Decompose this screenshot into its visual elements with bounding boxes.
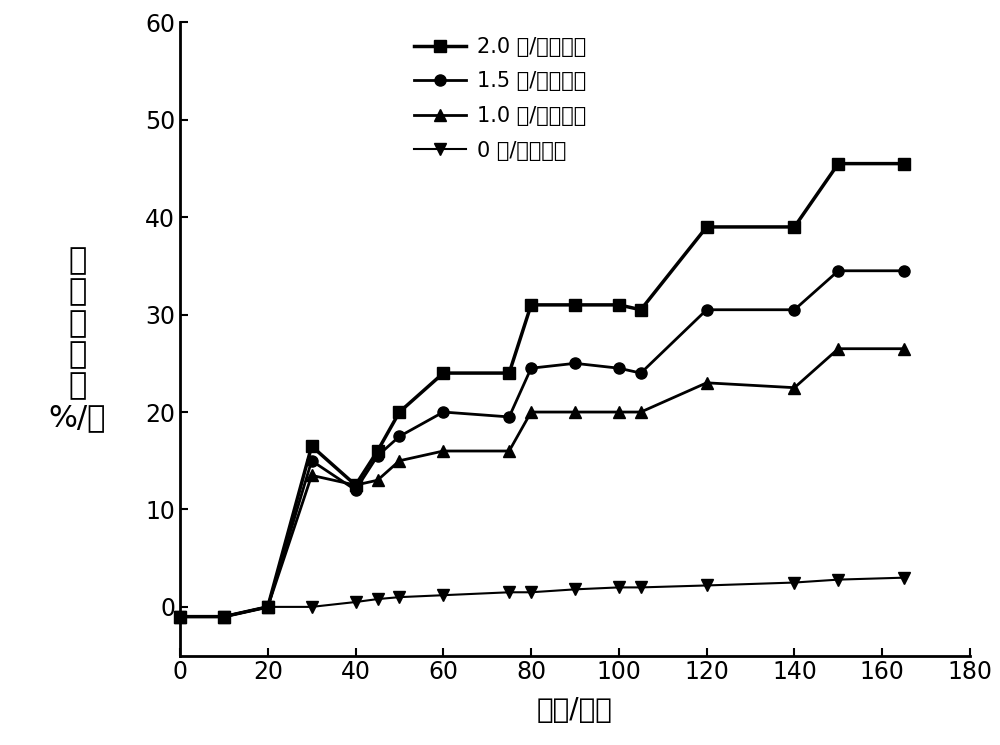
1.0 瓦/平方厘米 (372, 476, 384, 485)
1.5 瓦/平方厘米 (525, 364, 537, 372)
0 瓦/平方厘米 (218, 612, 230, 621)
2.0 瓦/平方厘米 (503, 369, 515, 378)
1.0 瓦/平方厘米 (393, 456, 405, 465)
2.0 瓦/平方厘米 (569, 300, 581, 309)
2.0 瓦/平方厘米 (437, 369, 449, 378)
2.0 瓦/平方厘米 (832, 159, 844, 168)
1.5 瓦/平方厘米 (262, 603, 274, 612)
1.0 瓦/平方厘米 (503, 446, 515, 455)
2.0 瓦/平方厘米 (898, 159, 910, 168)
1.0 瓦/平方厘米 (701, 378, 713, 387)
0 瓦/平方厘米 (174, 612, 186, 621)
1.5 瓦/平方厘米 (503, 413, 515, 422)
0 瓦/平方厘米 (437, 591, 449, 600)
1.5 瓦/平方厘米 (372, 451, 384, 460)
1.0 瓦/平方厘米 (569, 408, 581, 416)
2.0 瓦/平方厘米 (262, 603, 274, 612)
1.5 瓦/平方厘米 (701, 305, 713, 314)
0 瓦/平方厘米 (503, 588, 515, 597)
1.0 瓦/平方厘米 (262, 603, 274, 612)
0 瓦/平方厘米 (832, 575, 844, 584)
Line: 1.0 瓦/平方厘米: 1.0 瓦/平方厘米 (174, 343, 910, 622)
1.0 瓦/平方厘米 (788, 383, 800, 392)
1.0 瓦/平方厘米 (613, 408, 625, 416)
X-axis label: 时间/分钟: 时间/分钟 (537, 696, 613, 723)
2.0 瓦/平方厘米 (701, 223, 713, 232)
2.0 瓦/平方厘米 (218, 612, 230, 621)
0 瓦/平方厘米 (788, 578, 800, 587)
0 瓦/平方厘米 (898, 573, 910, 582)
1.5 瓦/平方厘米 (437, 408, 449, 416)
0 瓦/平方厘米 (393, 593, 405, 602)
2.0 瓦/平方厘米 (788, 223, 800, 232)
Line: 1.5 瓦/平方厘米: 1.5 瓦/平方厘米 (174, 265, 910, 622)
1.5 瓦/平方厘米 (306, 456, 318, 465)
2.0 瓦/平方厘米 (306, 442, 318, 451)
1.0 瓦/平方厘米 (306, 471, 318, 480)
1.0 瓦/平方厘米 (898, 344, 910, 353)
1.0 瓦/平方厘米 (525, 408, 537, 416)
2.0 瓦/平方厘米 (635, 305, 647, 314)
2.0 瓦/平方厘米 (350, 481, 362, 489)
1.5 瓦/平方厘米 (898, 266, 910, 275)
1.0 瓦/平方厘米 (218, 612, 230, 621)
Text: 药
物
释
效
率
%/率: 药 物 释 效 率 %/率 (49, 247, 106, 431)
1.0 瓦/平方厘米 (635, 408, 647, 416)
0 瓦/平方厘米 (701, 581, 713, 590)
1.5 瓦/平方厘米 (788, 305, 800, 314)
1.0 瓦/平方厘米 (174, 612, 186, 621)
1.5 瓦/平方厘米 (174, 612, 186, 621)
2.0 瓦/平方厘米 (372, 446, 384, 455)
1.5 瓦/平方厘米 (635, 369, 647, 378)
0 瓦/平方厘米 (635, 583, 647, 592)
Line: 2.0 瓦/平方厘米: 2.0 瓦/平方厘米 (174, 158, 910, 622)
2.0 瓦/平方厘米 (393, 408, 405, 416)
0 瓦/平方厘米 (262, 603, 274, 612)
1.5 瓦/平方厘米 (832, 266, 844, 275)
2.0 瓦/平方厘米 (525, 300, 537, 309)
Legend: 2.0 瓦/平方厘米, 1.5 瓦/平方厘米, 1.0 瓦/平方厘米, 0 瓦/平方厘米: 2.0 瓦/平方厘米, 1.5 瓦/平方厘米, 1.0 瓦/平方厘米, 0 瓦/… (404, 26, 596, 171)
2.0 瓦/平方厘米 (613, 300, 625, 309)
0 瓦/平方厘米 (306, 603, 318, 612)
Line: 0 瓦/平方厘米: 0 瓦/平方厘米 (174, 572, 910, 622)
1.0 瓦/平方厘米 (437, 446, 449, 455)
1.5 瓦/平方厘米 (569, 359, 581, 368)
1.0 瓦/平方厘米 (832, 344, 844, 353)
1.5 瓦/平方厘米 (393, 432, 405, 441)
2.0 瓦/平方厘米 (174, 612, 186, 621)
0 瓦/平方厘米 (372, 595, 384, 603)
0 瓦/平方厘米 (613, 583, 625, 592)
1.5 瓦/平方厘米 (350, 486, 362, 495)
1.5 瓦/平方厘米 (613, 364, 625, 372)
0 瓦/平方厘米 (569, 585, 581, 594)
1.5 瓦/平方厘米 (218, 612, 230, 621)
0 瓦/平方厘米 (525, 588, 537, 597)
1.0 瓦/平方厘米 (350, 481, 362, 489)
0 瓦/平方厘米 (350, 597, 362, 606)
